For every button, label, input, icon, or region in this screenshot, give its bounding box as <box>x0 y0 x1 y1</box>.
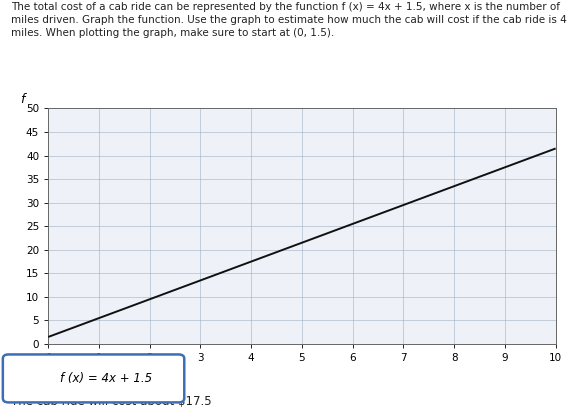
Text: The cab ride will cost about $17.5: The cab ride will cost about $17.5 <box>11 395 212 408</box>
Text: f (x) = 4x + 1.5: f (x) = 4x + 1.5 <box>60 372 151 385</box>
Text: The total cost of a cab ride can be represented by the function f (x) = 4x + 1.5: The total cost of a cab ride can be repr… <box>11 2 567 38</box>
Text: f: f <box>20 93 24 106</box>
